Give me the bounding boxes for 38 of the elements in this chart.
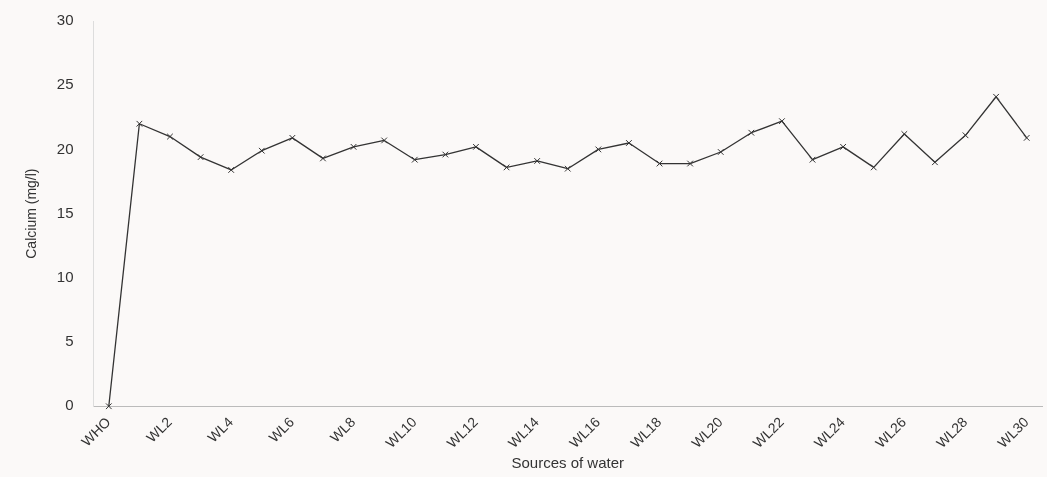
y-tick-label: 25 xyxy=(56,75,74,93)
y-tick-label: 5 xyxy=(65,332,74,350)
point xyxy=(350,143,357,151)
point xyxy=(992,93,1000,101)
point xyxy=(227,166,235,174)
point xyxy=(258,147,266,155)
point xyxy=(778,117,786,125)
y-tick-label: 10 xyxy=(56,267,74,285)
point xyxy=(839,143,847,151)
point xyxy=(748,129,755,137)
y-tick-label: 0 xyxy=(65,396,74,414)
point xyxy=(136,120,143,128)
point xyxy=(442,151,449,158)
y-axis-title: Calcium (mg/l) xyxy=(23,168,40,259)
point xyxy=(564,165,572,173)
point xyxy=(870,164,878,171)
point xyxy=(931,158,939,166)
point xyxy=(962,131,969,139)
point xyxy=(1023,134,1031,142)
x-axis-title: Sources of water xyxy=(511,454,625,472)
point xyxy=(289,134,296,142)
y-tick-label: 30 xyxy=(56,11,74,29)
point xyxy=(900,130,908,138)
y-tick-label: 15 xyxy=(56,203,74,221)
point xyxy=(472,143,480,151)
point xyxy=(380,137,388,144)
point xyxy=(411,156,419,164)
point xyxy=(809,156,816,164)
point xyxy=(166,133,174,140)
point xyxy=(686,160,694,167)
point xyxy=(197,153,204,161)
point xyxy=(319,155,327,162)
y-tick-label: 20 xyxy=(56,139,74,157)
point xyxy=(105,402,113,410)
point xyxy=(503,164,510,171)
point xyxy=(595,146,602,153)
point xyxy=(533,157,541,165)
point xyxy=(717,148,725,156)
